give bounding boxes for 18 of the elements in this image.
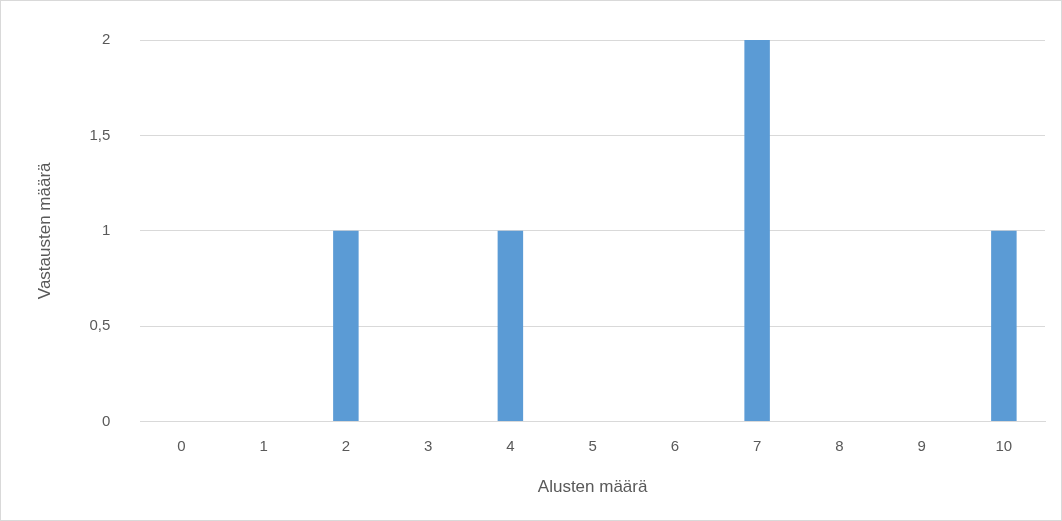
x-tick-label: 2 <box>341 436 351 454</box>
x-tick-label: 10 <box>995 436 1013 454</box>
y-tick-label: 1 <box>101 220 111 238</box>
x-axis-title: Alusten määrä <box>537 477 648 497</box>
y-tick-label: 0,5 <box>89 316 111 334</box>
y-tick-label: 2 <box>101 30 111 48</box>
x-tick-label: 8 <box>835 436 844 454</box>
x-tick-label: 5 <box>588 436 597 454</box>
x-tick-label: 4 <box>506 436 515 454</box>
x-tick-label: 1 <box>259 436 268 454</box>
x-tick-label: 7 <box>752 436 762 454</box>
y-axis-title: Vastausten määrä <box>34 161 54 300</box>
x-tick-label: 6 <box>670 436 680 454</box>
x-tick-label: 9 <box>917 436 926 454</box>
x-tick-label: 0 <box>177 436 186 454</box>
x-tick-label: 3 <box>423 436 433 454</box>
y-tick-label: 0 <box>101 411 111 429</box>
y-tick-label: 1,5 <box>89 125 111 143</box>
